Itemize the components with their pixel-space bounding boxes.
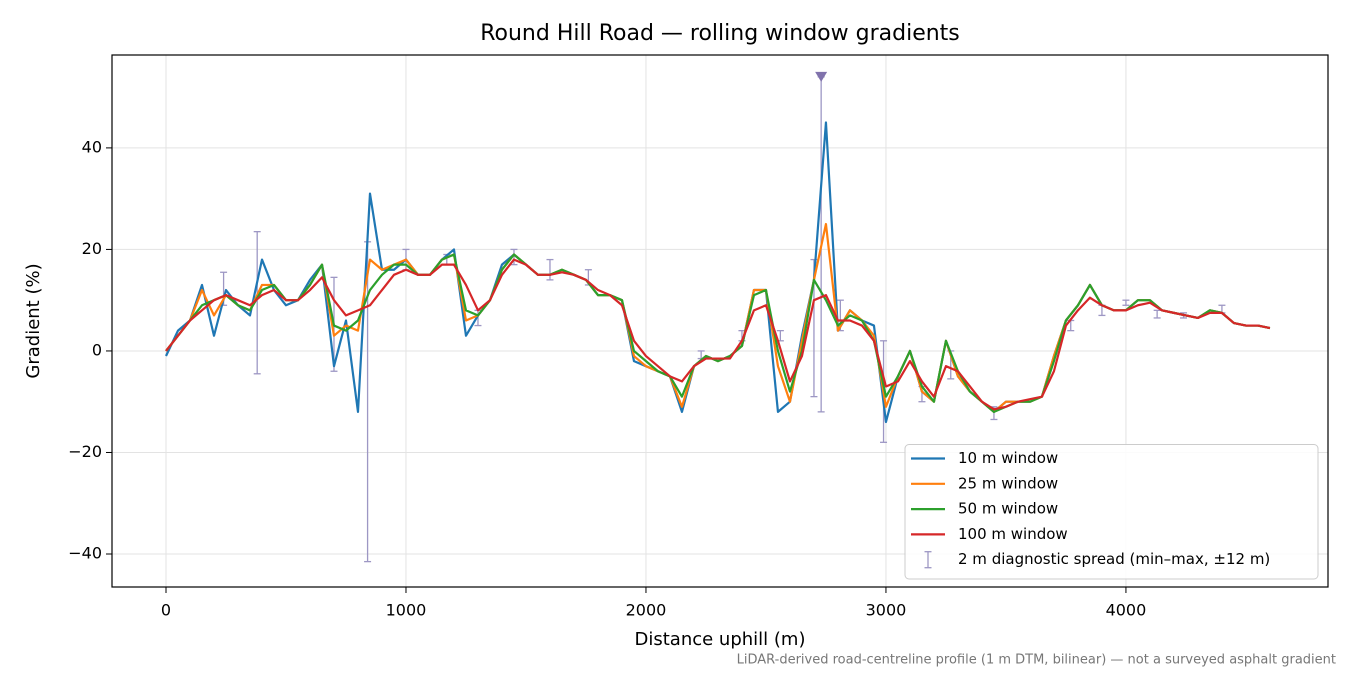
error-bar [1153, 309, 1161, 319]
x-tick-label: 0 [161, 601, 171, 620]
y-tick-label: 40 [82, 137, 102, 156]
plot-area [165, 71, 1271, 563]
y-tick-label: 0 [92, 340, 102, 359]
error-bar [510, 248, 518, 266]
x-tick-label: 4000 [1106, 601, 1147, 620]
x-tick-label: 1000 [386, 601, 427, 620]
x-tick-label: 3000 [866, 601, 907, 620]
y-tick-label: 20 [82, 239, 102, 258]
series-line [165, 253, 1271, 413]
error-bar [1122, 299, 1130, 306]
legend-label: 100 m window [958, 525, 1068, 543]
peak-marker [815, 71, 828, 82]
error-bar [253, 231, 261, 375]
ticks: 0 1000 2000 3000 4000 −40 −20 0 20 40 [68, 137, 1146, 619]
legend: 10 m window 25 m window 50 m window 100 m w… [904, 444, 1319, 580]
error-bar [546, 258, 554, 281]
axes-frame [111, 54, 1329, 588]
y-tick-label: −40 [68, 544, 102, 563]
footnote: LiDAR-derived road-centreline profile (1… [737, 653, 1336, 668]
chart-title: Round Hill Road — rolling window gradien… [480, 21, 960, 46]
series-line [165, 258, 1271, 411]
y-tick-label: −20 [68, 442, 102, 461]
x-axis-label: Distance uphill (m) [635, 629, 806, 650]
legend-label: 25 m window [958, 474, 1058, 492]
y-axis-label: Gradient (%) [23, 263, 44, 378]
legend-label: 10 m window [958, 449, 1058, 467]
legend-box [904, 444, 1319, 580]
x-tick-label: 2000 [626, 601, 667, 620]
legend-label: 50 m window [958, 500, 1058, 518]
legend-label: 2 m diagnostic spread (min–max, ±12 m) [958, 550, 1270, 568]
